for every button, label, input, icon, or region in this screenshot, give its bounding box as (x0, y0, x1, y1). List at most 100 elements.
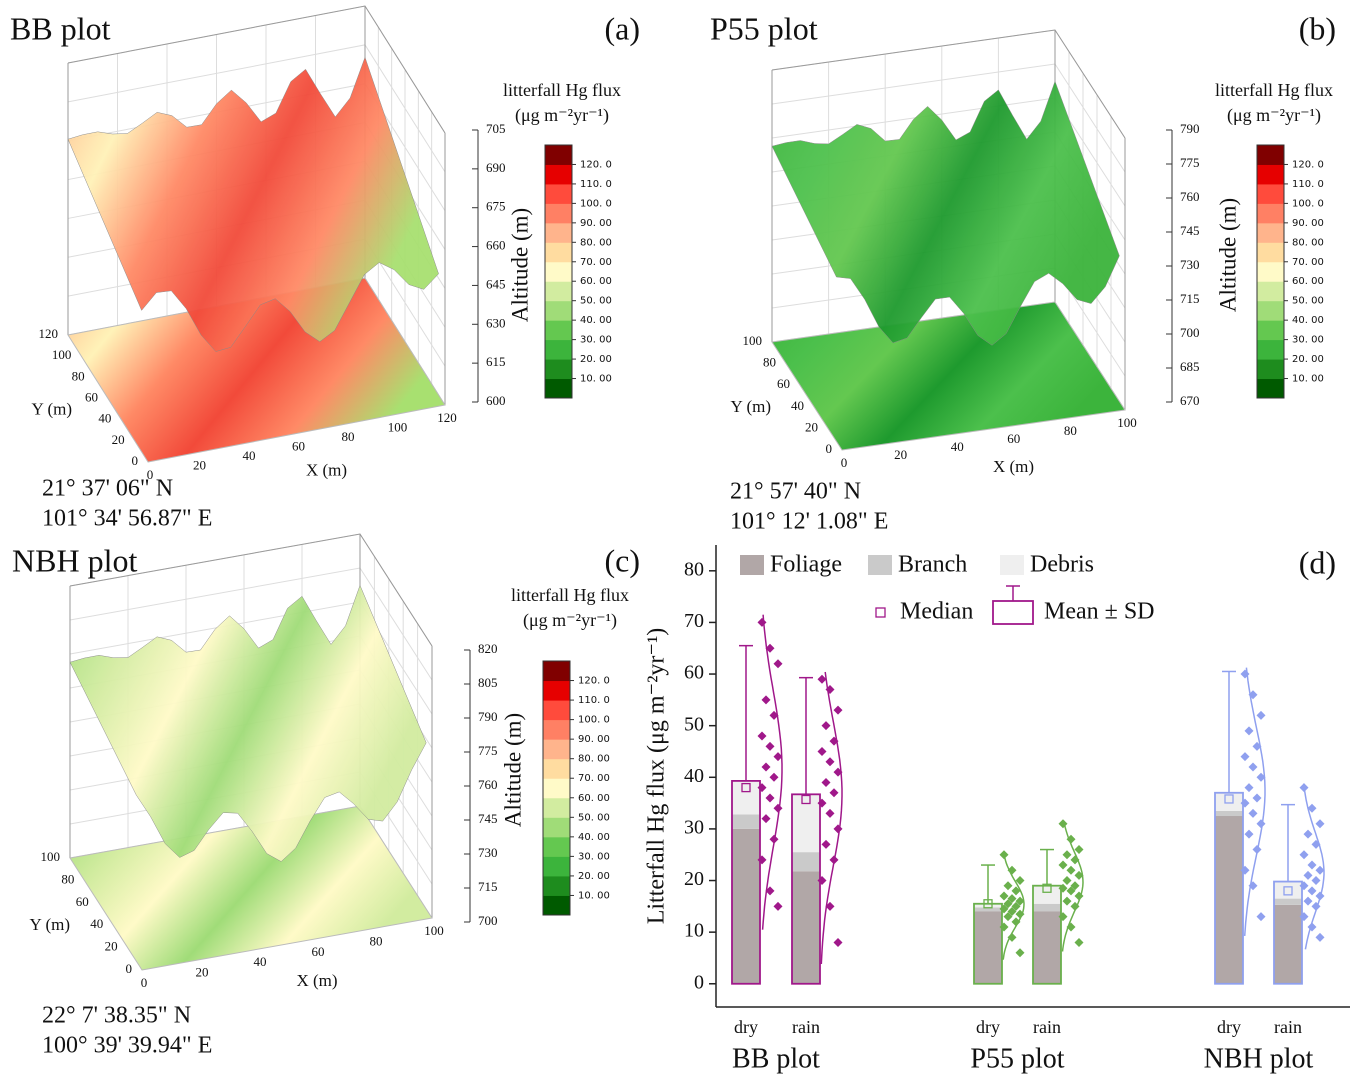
panel-label: (b) (1299, 10, 1336, 46)
surface (69, 584, 427, 862)
data-point (757, 855, 767, 865)
distribution-curve (761, 614, 783, 930)
data-point (1256, 710, 1266, 720)
group-label: NBH plot (1204, 1043, 1314, 1074)
colorbar-tick-label: 20. 00 (1292, 354, 1324, 365)
data-point (773, 901, 783, 911)
data-point (773, 752, 783, 762)
z-tick-label: 700 (478, 913, 498, 928)
colorbar-cell (545, 203, 572, 224)
y-tick-label: 40 (90, 916, 103, 931)
colorbar-tick-label: 40. 00 (580, 315, 612, 326)
data-point (761, 814, 771, 824)
colorbar-cell (543, 817, 570, 838)
y-tick-label: 10 (684, 920, 704, 942)
data-point (1074, 845, 1084, 855)
colorbar-tick-label: 50. 00 (1292, 296, 1324, 307)
data-point (999, 922, 1009, 932)
data-point (1003, 881, 1013, 891)
x-tick-label: 40 (951, 439, 964, 454)
colorbar-tick-label: 70. 00 (1292, 257, 1324, 268)
bar-segment (1215, 816, 1243, 984)
bar-segment (1274, 904, 1302, 984)
y-tick-label: 80 (61, 871, 74, 886)
legend-swatch (875, 607, 886, 618)
x-tick-label: dry (976, 1017, 1000, 1037)
data-point (1315, 932, 1325, 942)
box-edge (67, 5, 446, 134)
bar-segment (732, 828, 760, 984)
data-point (1248, 808, 1258, 818)
colorbar-tick-label: 20. 00 (578, 871, 610, 882)
data-point (1244, 829, 1254, 839)
y-tick-label: 80 (763, 355, 776, 370)
data-point (825, 901, 835, 911)
z-tick-label: 685 (1180, 359, 1200, 374)
data-point (1240, 798, 1250, 808)
distribution-curve (820, 671, 843, 965)
colorbar-tick-label: 50. 00 (578, 812, 610, 823)
y-axis-label: Y (m) (30, 915, 70, 934)
y-tick-label: 0 (694, 971, 704, 993)
data-point (1011, 917, 1021, 927)
z-tick-label: 600 (486, 393, 506, 408)
bar-segment (732, 814, 760, 829)
x-tick-label: rain (1033, 1017, 1061, 1037)
data-point (1252, 793, 1262, 803)
colorbar-cell (1257, 300, 1284, 321)
y-tick-label: 40 (791, 398, 804, 413)
colorbar-cell (543, 700, 570, 721)
data-point (817, 746, 827, 756)
box-edge (69, 533, 433, 647)
z-tick-label: 630 (486, 315, 506, 330)
colorbar-cell (1257, 359, 1284, 380)
x-tick-label: 100 (1117, 415, 1137, 430)
coordinates: 101° 12' 1.08" E (730, 509, 888, 535)
data-point (1307, 803, 1317, 813)
colorbar-tick-label: 10. 00 (580, 374, 612, 385)
colorbar-tick-label: 30. 00 (580, 335, 612, 346)
colorbar-tick-label: 40. 00 (578, 832, 610, 843)
data-point (1062, 896, 1072, 906)
data-point (999, 891, 1009, 901)
y-tick-label: 60 (85, 389, 98, 404)
group-label: BB plot (732, 1043, 820, 1074)
grid-line (67, 5, 446, 134)
bar-segment (1274, 898, 1302, 905)
colorbar-tick-label: 70. 00 (578, 773, 610, 784)
colorbar-tick-label: 110. 0 (578, 695, 610, 706)
colorbar-tick-label: 30. 00 (1292, 335, 1324, 346)
data-point (817, 798, 827, 808)
z-tick-label: 670 (1180, 393, 1200, 408)
x-tick-label: 0 (147, 467, 154, 482)
y-tick-label: 20 (684, 868, 704, 890)
colorbar-cell (543, 875, 570, 896)
data-point (833, 937, 843, 947)
bar-segment (1215, 810, 1243, 817)
colorbar-frame (544, 144, 573, 399)
colorbar-cell (1257, 320, 1284, 341)
colorbar-cell (1257, 242, 1284, 263)
colorbar-cell (543, 758, 570, 779)
data-point (1311, 876, 1321, 886)
x-tick-label: 100 (388, 419, 408, 434)
colorbar-tick-label: 80. 00 (1292, 237, 1324, 248)
colorbar-unit: (μg m⁻²yr⁻¹) (1227, 105, 1321, 126)
median-marker (1224, 794, 1234, 804)
x-tick-label: 60 (1007, 431, 1020, 446)
z-tick-label: 645 (486, 276, 506, 291)
data-point (1003, 899, 1013, 909)
data-point (1299, 881, 1309, 891)
legend-swatch (740, 555, 764, 575)
colorbar-tick-label: 80. 00 (578, 754, 610, 765)
data-point (1315, 819, 1325, 829)
x-tick-label: 0 (841, 455, 848, 470)
bar-segment (792, 852, 820, 872)
colorbar-cell (543, 661, 570, 682)
legend-label: Foliage (770, 552, 842, 578)
colorbar-tick-label: 10. 00 (578, 890, 610, 901)
colorbar-cell (545, 261, 572, 282)
data-point (821, 721, 831, 731)
data-point (1015, 896, 1025, 906)
